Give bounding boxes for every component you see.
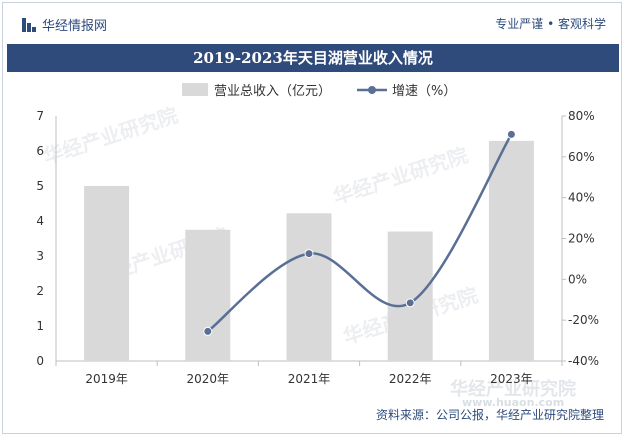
legend-bar-label: 营业总收入（亿元） bbox=[214, 84, 331, 99]
brand: 华经情报网 bbox=[22, 15, 107, 34]
slogan: 专业严谨 • 客观科学 bbox=[495, 17, 606, 31]
left-tick-label: 0 bbox=[36, 354, 44, 368]
brand-logo-icon bbox=[22, 17, 36, 32]
bar bbox=[387, 231, 433, 361]
x-tick-label: 2022年 bbox=[389, 372, 432, 386]
right-tick-label: 80% bbox=[568, 109, 595, 123]
left-tick-label: 3 bbox=[36, 249, 44, 263]
right-tick-label: 0% bbox=[568, 272, 587, 286]
top-bar: 华经情报网 专业严谨 • 客观科学 bbox=[0, 0, 626, 44]
growth-point bbox=[405, 298, 415, 308]
left-tick-label: 4 bbox=[36, 214, 44, 228]
left-tick-label: 1 bbox=[36, 319, 44, 333]
right-tick-label: -40% bbox=[568, 354, 599, 368]
x-tick-label: 2020年 bbox=[187, 372, 230, 386]
legend-line-marker bbox=[368, 86, 376, 94]
growth-point bbox=[203, 326, 213, 336]
growth-point bbox=[506, 129, 516, 139]
x-tick-label: 2023年 bbox=[490, 372, 533, 386]
growth-point bbox=[304, 249, 314, 259]
x-tick-label: 2021年 bbox=[288, 372, 331, 386]
right-tick-label: 60% bbox=[568, 150, 595, 164]
right-tick-label: 40% bbox=[568, 191, 595, 205]
chart-title: 2019-2023年天目湖营业收入情况 bbox=[7, 44, 619, 72]
bar bbox=[84, 186, 130, 361]
left-tick-label: 2 bbox=[36, 284, 44, 298]
legend-line-label: 增速（%） bbox=[392, 84, 456, 99]
brand-name: 华经情报网 bbox=[42, 19, 108, 34]
x-tick-label: 2019年 bbox=[85, 372, 128, 386]
left-tick-label: 6 bbox=[36, 144, 44, 158]
legend-bar-swatch bbox=[182, 83, 208, 96]
bar bbox=[488, 140, 534, 361]
left-tick-label: 7 bbox=[36, 109, 44, 123]
bar bbox=[185, 229, 231, 361]
right-tick-label: -20% bbox=[568, 313, 599, 327]
bar bbox=[286, 213, 332, 361]
left-tick-label: 5 bbox=[36, 179, 44, 193]
growth-line bbox=[207, 133, 513, 333]
right-tick-label: 20% bbox=[568, 232, 595, 246]
source-note: 资料来源：公司公报，华经产业研究院整理 bbox=[375, 408, 604, 422]
